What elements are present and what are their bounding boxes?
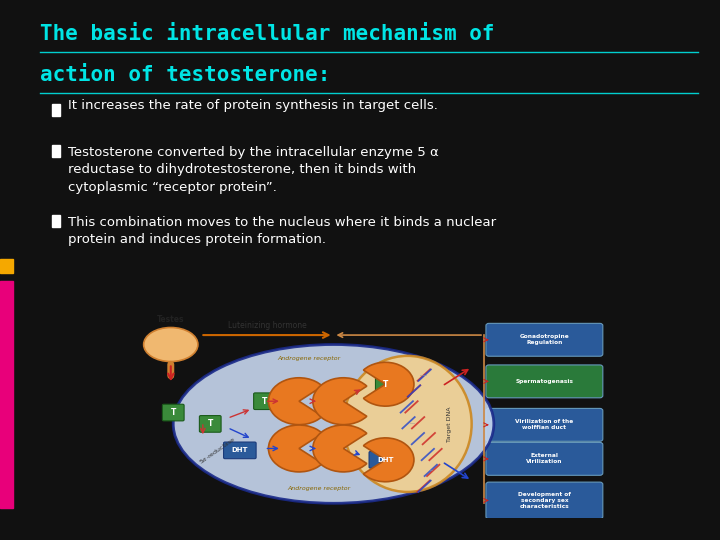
Text: Testosterone converted by the intracellular enzyme 5 α
reductase to dihydrotesto: Testosterone converted by the intracellu…: [68, 146, 439, 194]
FancyBboxPatch shape: [199, 416, 221, 432]
Text: Gonadotropine
Regulation: Gonadotropine Regulation: [520, 334, 570, 345]
Text: Androgene receptor: Androgene receptor: [277, 356, 341, 361]
Bar: [52, 145, 60, 157]
FancyBboxPatch shape: [486, 365, 603, 398]
Text: Androgene receptor: Androgene receptor: [287, 486, 351, 491]
Ellipse shape: [144, 327, 198, 362]
Ellipse shape: [174, 345, 494, 503]
FancyBboxPatch shape: [486, 482, 603, 519]
FancyBboxPatch shape: [223, 442, 256, 458]
Text: 5$\alpha$-reductase: 5$\alpha$-reductase: [197, 434, 238, 465]
Text: Testes: Testes: [157, 315, 184, 323]
Text: T: T: [171, 408, 176, 417]
Text: It increases the rate of protein synthesis in target cells.: It increases the rate of protein synthes…: [68, 99, 438, 112]
Text: Virilization of the
wolffian duct: Virilization of the wolffian duct: [516, 420, 574, 430]
FancyBboxPatch shape: [163, 404, 184, 421]
Wedge shape: [312, 425, 366, 472]
Text: This combination moves to the nucleus where it binds a nuclear
protein and induc: This combination moves to the nucleus wh…: [68, 216, 497, 246]
FancyBboxPatch shape: [369, 451, 402, 468]
Text: T: T: [262, 397, 267, 406]
Text: Development of
secondary sex
characteristics: Development of secondary sex characteris…: [518, 492, 571, 509]
Bar: [0, 281, 13, 508]
Bar: [52, 104, 60, 116]
Text: T: T: [382, 380, 388, 389]
Wedge shape: [269, 425, 323, 472]
Text: DHT: DHT: [232, 447, 248, 454]
Wedge shape: [269, 378, 323, 424]
Text: Target Cell: Target Cell: [302, 505, 365, 515]
Wedge shape: [364, 362, 414, 406]
Text: Target DNA: Target DNA: [447, 406, 452, 442]
FancyBboxPatch shape: [375, 377, 395, 392]
Wedge shape: [312, 378, 366, 424]
Text: DHT: DHT: [377, 457, 394, 463]
FancyBboxPatch shape: [253, 393, 275, 409]
Text: T: T: [207, 420, 213, 428]
FancyBboxPatch shape: [486, 323, 603, 356]
Ellipse shape: [343, 356, 472, 492]
Text: Spermatogenasis: Spermatogenasis: [516, 379, 573, 384]
Text: Luteinizing hormone: Luteinizing hormone: [228, 321, 306, 329]
Text: action of testosterone:: action of testosterone:: [40, 65, 330, 85]
FancyBboxPatch shape: [486, 442, 603, 475]
Text: The basic intracellular mechanism of: The basic intracellular mechanism of: [40, 24, 494, 44]
Wedge shape: [364, 438, 414, 482]
Bar: [0, 259, 13, 273]
FancyBboxPatch shape: [486, 408, 603, 441]
Bar: [52, 215, 60, 227]
Text: External
Virilization: External Virilization: [526, 454, 562, 464]
